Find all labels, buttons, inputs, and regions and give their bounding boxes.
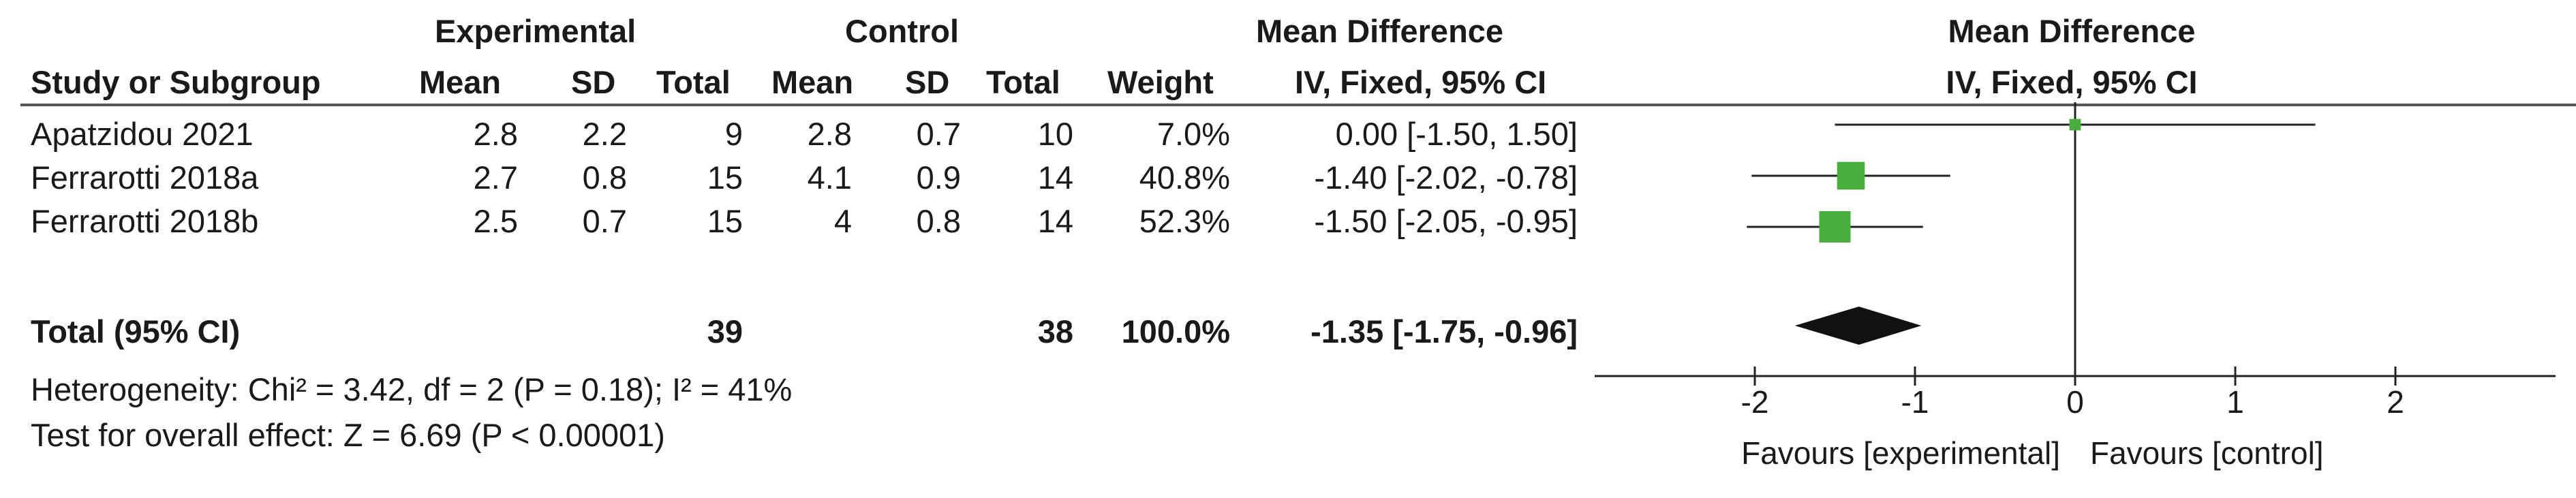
favours-control-label: Favours [control] [2090,435,2324,471]
x-tick-label: 0 [2066,384,2084,420]
exp-total-sum: 39 [707,313,743,349]
study-marker [2069,119,2081,131]
study-name: Ferrarotti 2018a [31,159,259,196]
weight-cell: 7.0% [1156,116,1230,152]
md-ci-cell: 0.00 [-1.50, 1.50] [1335,116,1578,152]
weight-column-header: Weight [1107,64,1214,100]
exp-sd-column-header: SD [571,64,616,100]
heterogeneity-text: Heterogeneity: Chi² = 3.42, df = 2 (P = … [31,371,793,407]
ctl-total-sum: 38 [1037,313,1073,349]
total-weight: 100.0% [1121,313,1230,349]
x-tick-label: 1 [2226,384,2244,420]
control-group-header: Control [845,13,960,49]
exp-total-column-header: Total [656,64,731,100]
experimental-group-header: Experimental [435,13,637,49]
ctl-mean-cell: 4.1 [807,159,852,196]
total-md-ci: -1.35 [-1.75, -0.96] [1310,313,1578,349]
exp-mean-column-header: Mean [419,64,502,100]
ctl-total-cell: 14 [1037,159,1073,196]
study-marker [1837,161,1865,190]
pooled-diamond [1794,307,1922,345]
exp-total-cell: 15 [707,159,743,196]
ctl-total-cell: 10 [1037,116,1073,152]
x-tick-label: 2 [2387,384,2404,420]
exp-sd-cell: 0.7 [582,203,627,239]
plot-title: Mean Difference [1948,13,2196,49]
total-label: Total (95% CI) [31,313,241,349]
ctl-mean-cell: 2.8 [807,116,852,152]
md-ci-cell: -1.50 [-2.05, -0.95] [1314,203,1578,239]
weight-cell: 40.8% [1139,159,1230,196]
md-column-header: IV, Fixed, 95% CI [1295,64,1547,100]
study-marker [1819,211,1851,243]
ctl-sd-cell: 0.8 [916,203,961,239]
exp-sd-cell: 0.8 [582,159,627,196]
exp-total-cell: 15 [707,203,743,239]
study-column-header: Study or Subgroup [31,64,321,100]
study-name: Apatzidou 2021 [31,116,254,152]
study-name: Ferrarotti 2018b [31,203,259,239]
x-tick-label: -2 [1741,384,1769,420]
ctl-total-column-header: Total [986,64,1060,100]
x-tick-label: -1 [1901,384,1929,420]
overall-effect-text: Test for overall effect: Z = 6.69 (P < 0… [31,417,665,453]
favours-experimental-label: Favours [experimental] [1741,435,2060,471]
mean-difference-group-header: Mean Difference [1256,13,1504,49]
md-ci-cell: -1.40 [-2.02, -0.78] [1314,159,1578,196]
exp-mean-cell: 2.8 [473,116,518,152]
ctl-mean-cell: 4 [833,203,852,239]
ctl-total-cell: 14 [1037,203,1073,239]
exp-sd-cell: 2.2 [582,116,627,152]
ctl-sd-column-header: SD [905,64,950,100]
ctl-mean-column-header: Mean [771,64,854,100]
exp-mean-cell: 2.5 [473,203,518,239]
exp-total-cell: 9 [724,116,743,152]
ctl-sd-cell: 0.7 [916,116,961,152]
plot-subtitle: IV, Fixed, 95% CI [1946,64,2198,100]
weight-cell: 52.3% [1139,203,1230,239]
ctl-sd-cell: 0.9 [916,159,961,196]
exp-mean-cell: 2.7 [473,159,518,196]
